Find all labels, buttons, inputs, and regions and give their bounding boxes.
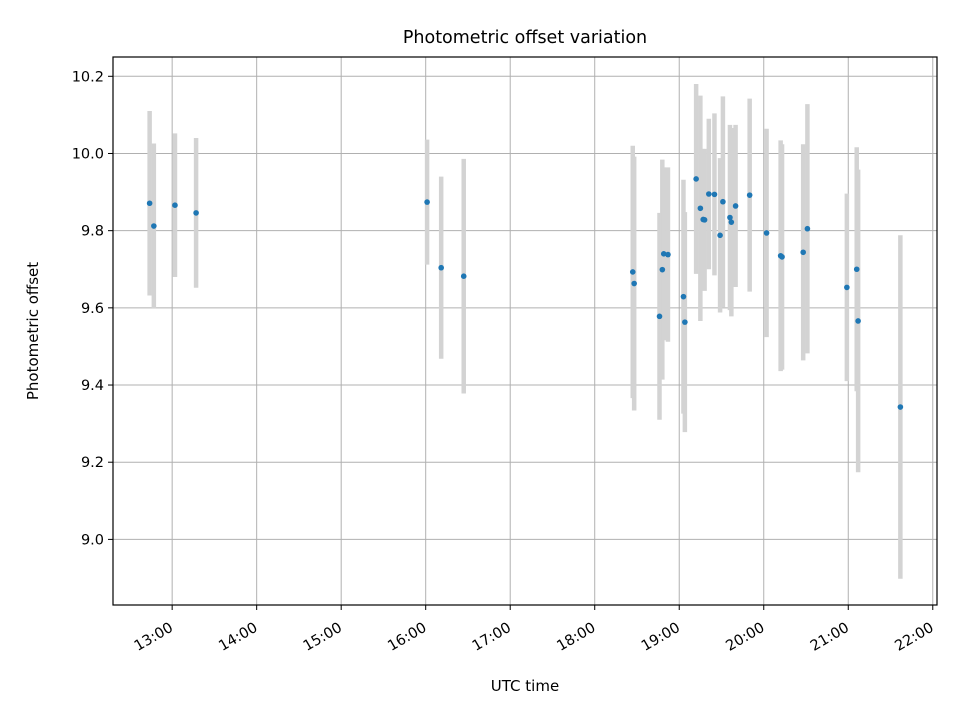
data-point — [701, 217, 708, 223]
data-point — [660, 251, 667, 257]
data-points — [146, 176, 904, 410]
data-point — [151, 223, 157, 229]
data-point — [779, 254, 785, 260]
data-point — [746, 192, 753, 198]
data-point — [146, 200, 153, 207]
data-point — [720, 198, 726, 205]
data-point — [763, 230, 770, 236]
data-point — [680, 293, 687, 300]
plot-area-frame — [112, 56, 938, 606]
data-point — [193, 210, 199, 216]
data-point — [727, 214, 733, 221]
data-point — [693, 176, 699, 182]
data-point — [853, 266, 860, 273]
data-point — [656, 313, 663, 320]
data-point — [732, 203, 739, 209]
data-point — [460, 273, 467, 280]
data-point — [804, 225, 811, 232]
y-axis-label: Photometric offset — [24, 262, 42, 400]
data-point — [631, 280, 637, 287]
data-point — [717, 232, 723, 239]
data-point — [682, 319, 688, 325]
y-tick-label: 9.0 — [81, 532, 104, 548]
data-point — [706, 191, 712, 197]
data-point — [629, 269, 636, 275]
data-point — [855, 318, 861, 324]
data-point — [897, 404, 904, 410]
data-point — [659, 266, 666, 273]
y-tick-label: 9.4 — [81, 378, 104, 394]
data-point — [800, 249, 806, 256]
data-point — [697, 205, 704, 212]
data-point — [438, 264, 444, 271]
data-point — [424, 199, 430, 205]
x-axis-label: UTC time — [491, 677, 559, 695]
y-tick-label: 10.0 — [72, 146, 104, 162]
y-tick-label: 9.6 — [81, 301, 104, 317]
y-tick-label: 9.2 — [81, 455, 104, 471]
chart-title: Photometric offset variation — [403, 28, 647, 48]
data-point — [172, 202, 178, 208]
y-tick-label: 10.2 — [72, 69, 104, 85]
data-point — [728, 219, 735, 225]
y-tick-label: 9.8 — [81, 224, 104, 240]
data-point — [844, 284, 850, 291]
data-point — [665, 251, 671, 258]
grid-lines — [113, 57, 937, 605]
data-point — [711, 191, 718, 198]
